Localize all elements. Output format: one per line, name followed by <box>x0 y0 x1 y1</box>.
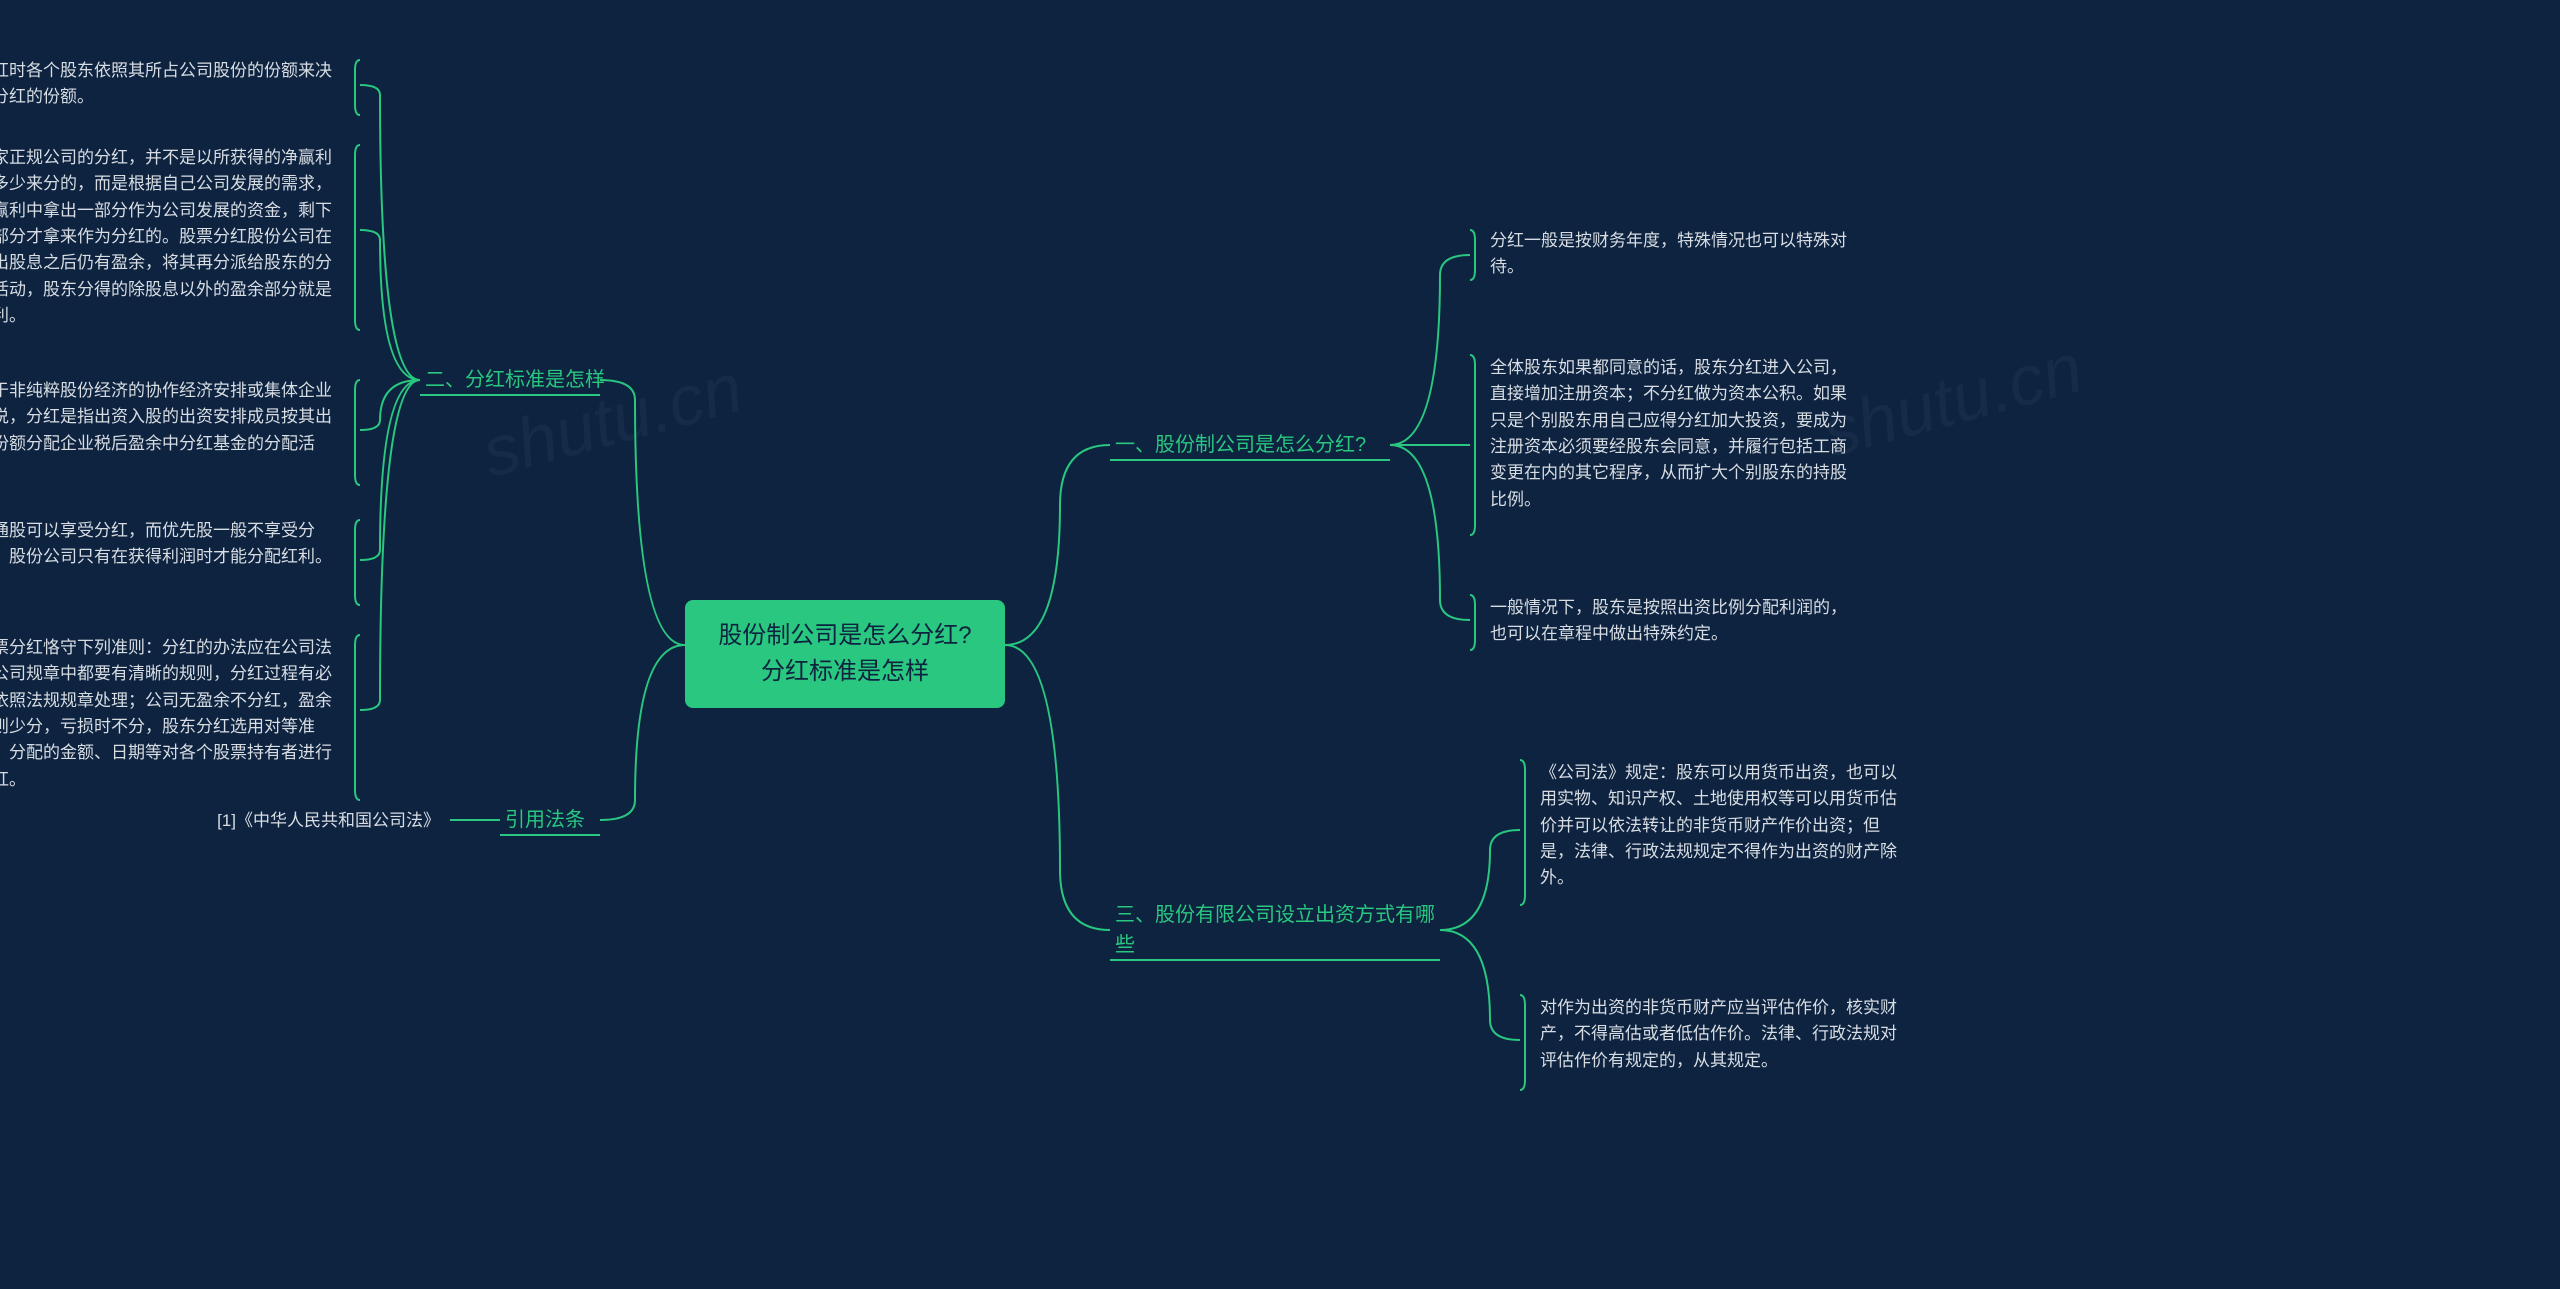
branch-left-2: 引用法条 <box>505 805 585 835</box>
leaf-left1-2: 关于非纯粹股份经济的协作经济安排或集体企业来说，分红是指出资入股的出资安排成员按… <box>0 378 340 483</box>
leaf-left1-0: 分红时各个股东依照其所占公司股份的份额来决议分红的份额。 <box>0 58 340 111</box>
leaf-left1-3: 普通股可以享受分红，而优先股一般不享受分红。股份公司只有在获得利润时才能分配红利… <box>0 518 340 571</box>
leaf-right1-0: 分红一般是按财务年度，特殊情况也可以特殊对待。 <box>1490 228 1860 281</box>
branch-left-1: 二、分红标准是怎样 <box>425 365 605 395</box>
leaf-right2-1: 对作为出资的非货币财产应当评估作价，核实财产，不得高估或者低估作价。法律、行政法… <box>1540 995 1910 1074</box>
connector-lines <box>0 0 2560 1289</box>
branch-right-1: 一、股份制公司是怎么分红? <box>1115 430 1366 460</box>
leaf-right2-0: 《公司法》规定：股东可以用货币出资，也可以用实物、知识产权、土地使用权等可以用货… <box>1540 760 1910 892</box>
leaf-left1-4: 股票分红恪守下列准则：分红的办法应在公司法或公司规章中都要有清晰的规则，分红过程… <box>0 635 340 793</box>
leaf-left1-1: 一家正规公司的分红，并不是以所获得的净赢利的多少来分的，而是根据自己公司发展的需… <box>0 145 340 329</box>
center-node: 股份制公司是怎么分红?分红标准是怎样 <box>685 600 1005 708</box>
leaf-right1-2: 一般情况下，股东是按照出资比例分配利润的，也可以在章程中做出特殊约定。 <box>1490 595 1860 648</box>
leaf-right1-1: 全体股东如果都同意的话，股东分红进入公司，直接增加注册资本；不分红做为资本公积。… <box>1490 355 1860 513</box>
leaf-left2-0: [1]《中华人民共和国公司法》 <box>180 808 440 834</box>
branch-right-2: 三、股份有限公司设立出资方式有哪些 <box>1115 900 1435 960</box>
